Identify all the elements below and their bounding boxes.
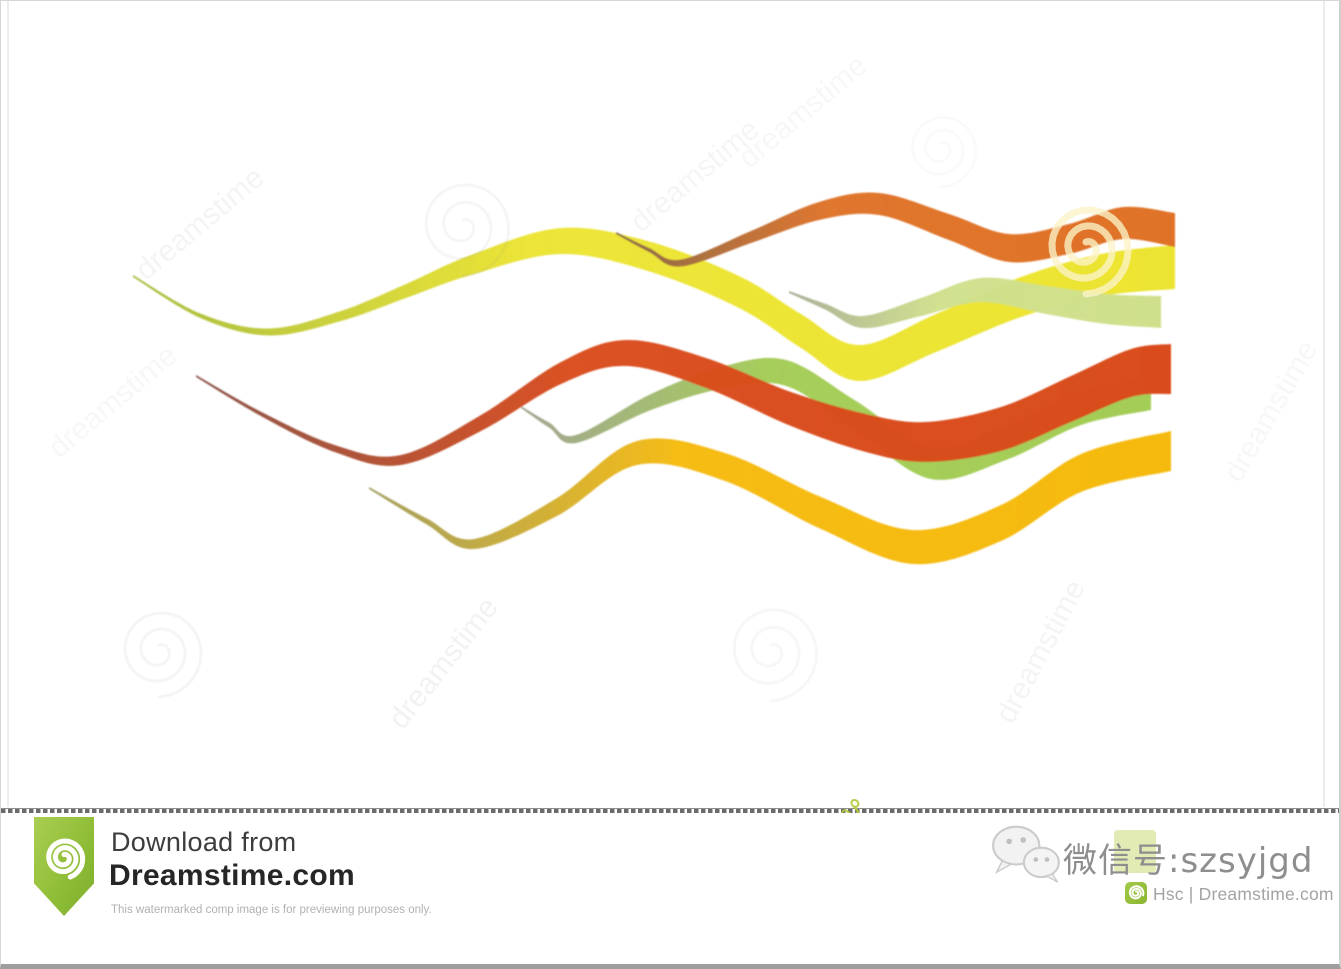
site-name-text: Dreamstime.com <box>109 859 355 892</box>
orange-wave <box>616 192 1175 267</box>
yellow-wave <box>133 227 1175 382</box>
wechat-label-highlight <box>1114 830 1156 873</box>
artwork-area: dreamstime dreamstime dreamstime dreamstime… <box>1 1 1339 811</box>
watermark-text: dreamstime <box>732 49 873 175</box>
cut-dashed-line <box>1 808 1339 813</box>
vermilion-wave <box>196 339 1171 466</box>
watermark-spiral-icon <box>732 608 819 703</box>
watermark-text: dreamstime <box>989 575 1092 729</box>
amber-wave <box>369 431 1171 565</box>
watermark-text: dreamstime <box>1217 335 1324 487</box>
watermark-spiral-icon <box>424 183 511 278</box>
wechat-icon <box>992 825 1060 883</box>
watermark-text: dreamstime <box>382 591 504 735</box>
wechat-id-text: 微信号:szsyjgd <box>1063 841 1314 881</box>
download-from-text: Download from <box>111 827 297 857</box>
dreamstime-spiral-icon <box>46 838 86 880</box>
watermark-spiral-icon <box>123 611 203 699</box>
watermark-text: dreamstime <box>129 161 270 287</box>
watermark-text: dreamstime <box>42 339 183 465</box>
credit-text: Hsc | Dreamstime.com <box>1153 884 1334 904</box>
dreamstime-app-icon <box>1125 882 1147 904</box>
watermark-text: dreamstime <box>624 113 765 239</box>
ribbons-group <box>133 192 1175 565</box>
watermark-spiral-icon <box>1048 206 1132 298</box>
disclaimer-text: This watermarked comp image is for previ… <box>111 904 432 916</box>
footer: Download from Dreamstime.com This waterm… <box>1 813 1339 964</box>
lime-wave <box>789 277 1161 329</box>
dreamstime-badge <box>34 817 94 916</box>
watermark-spiral-icon <box>911 116 978 189</box>
